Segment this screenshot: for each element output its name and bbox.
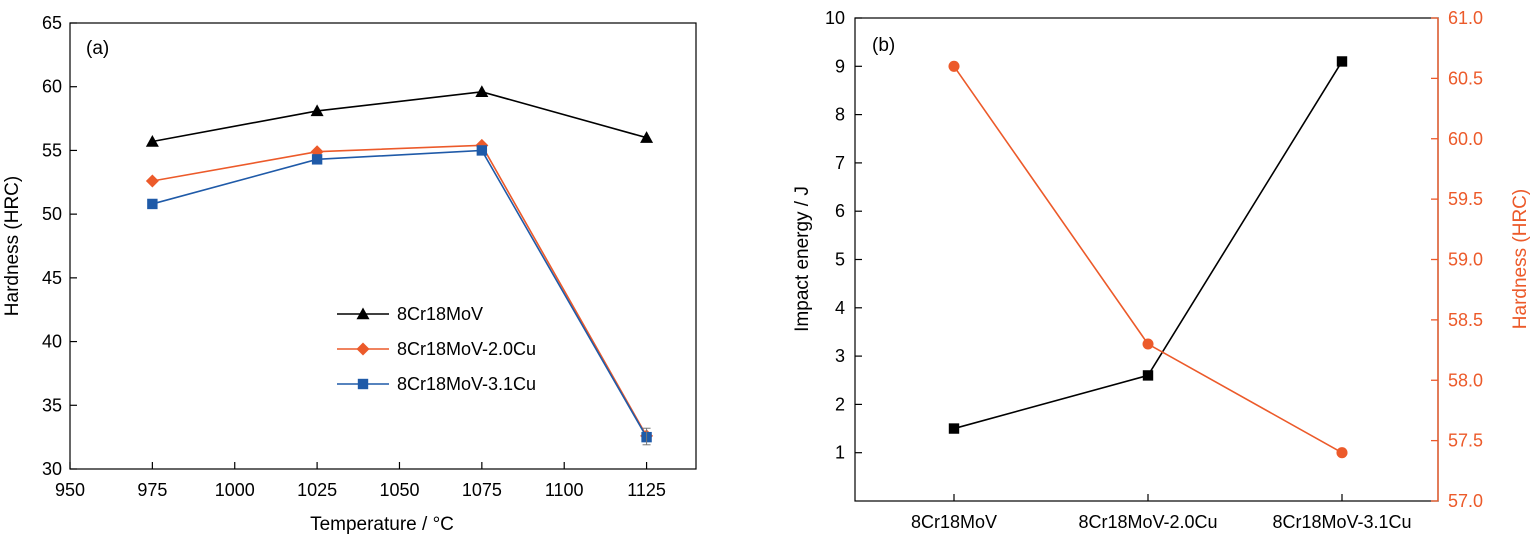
y-tick-label-b-left: 4 — [835, 298, 845, 318]
chart-panel-a: 950 975 1000 1025 1050 1075 1100 1125 30 35 40 45 50… — [2, 13, 697, 535]
data-point-b-right — [948, 60, 960, 72]
y-tick-label-b-right: 57.0 — [1448, 491, 1483, 511]
series-line-a-2 — [152, 144, 648, 437]
legend-marker-a-2 — [356, 342, 370, 356]
y-tick-label-b-right: 61.0 — [1448, 8, 1483, 28]
y-tick-label-a: 40 — [42, 332, 62, 352]
ticks-a: 950 975 1000 1025 1050 1075 1100 1125 30 35 40 45 50… — [42, 13, 666, 500]
data-point-a-3 — [147, 198, 158, 210]
x-tick-label-a: 1000 — [215, 480, 255, 500]
y-tick-label-a: 35 — [42, 395, 62, 415]
y-tick-label-a: 60 — [42, 77, 62, 97]
y-tick-label-b-right: 60.0 — [1448, 129, 1483, 149]
data-point-b-left — [1336, 56, 1348, 67]
panel-label-a: (a) — [86, 38, 109, 59]
y-axis-title-b-left: Impact energy / J — [792, 186, 813, 332]
data-point-b-right — [1336, 447, 1348, 459]
y-tick-label-b-right: 57.5 — [1448, 431, 1483, 451]
y-tick-label-a: 45 — [42, 268, 62, 288]
legend-label-a-1: 8Cr18MoV — [397, 304, 483, 324]
plot-frame-a — [69, 22, 697, 470]
x-tick-label-a: 1075 — [462, 480, 502, 500]
y-tick-label-b-right: 59.5 — [1448, 189, 1483, 209]
y-tick-label-b-left: 6 — [835, 201, 845, 221]
series-lines-b — [953, 61, 1343, 454]
x-tick-label-b: 8Cr18MoV-2.0Cu — [1078, 512, 1217, 532]
y-tick-label-b-left: 10 — [825, 8, 845, 28]
y-tick-label-b-left: 7 — [835, 153, 845, 173]
y-tick-label-b-right: 58.0 — [1448, 370, 1483, 390]
y-tick-label-b-left: 1 — [835, 443, 845, 463]
x-axis-title-a-unit: °C — [433, 514, 454, 535]
y-tick-label-a: 30 — [42, 459, 62, 479]
legend-a: 8Cr18MoV 8Cr18MoV-2.0Cu 8Cr18MoV-3.1Cu — [337, 304, 536, 394]
series-line-a-1 — [152, 90, 647, 143]
x-tick-label-b: 8Cr18MoV-3.1Cu — [1272, 512, 1411, 532]
x-tick-label-a: 1125 — [627, 480, 666, 500]
data-point-a-3 — [476, 145, 488, 156]
y-tick-label-a: 50 — [42, 204, 62, 224]
series-line-a-3 — [152, 149, 648, 438]
panel-label-b: (b) — [872, 35, 895, 56]
data-point-b-left — [948, 423, 960, 434]
y-tick-label-a: 55 — [42, 140, 62, 160]
x-tick-label-a: 975 — [137, 480, 167, 500]
y-tick-label-b-left: 3 — [835, 346, 845, 366]
data-point-a-2 — [145, 174, 159, 188]
x-tick-label-a: 950 — [55, 480, 85, 500]
y-axis-title-b-right: Hardness (HRC) — [1510, 189, 1531, 329]
series-lines-a — [152, 90, 648, 438]
y-tick-label-a: 65 — [42, 13, 62, 33]
y-tick-label-b-left: 9 — [835, 56, 845, 76]
x-tick-label-a: 1025 — [297, 480, 337, 500]
data-point-a-1 — [640, 131, 654, 143]
data-point-a-1 — [145, 135, 159, 147]
y-tick-label-b-right: 58.5 — [1448, 310, 1483, 330]
y-tick-label-b-left: 5 — [835, 250, 845, 270]
legend-label-a-2: 8Cr18MoV-2.0Cu — [397, 339, 536, 359]
x-axis-title-a: Temperature / °C — [310, 514, 454, 535]
series-markers-a — [145, 85, 654, 446]
legend-marker-a-3 — [357, 378, 369, 390]
x-axis-title-a-text: Temperature / — [310, 514, 433, 535]
x-tick-label-a: 1100 — [545, 480, 584, 500]
y-tick-label-b-right: 60.5 — [1448, 68, 1483, 88]
legend-label-a-3: 8Cr18MoV-3.1Cu — [397, 374, 536, 394]
data-point-a-3 — [311, 154, 323, 165]
x-tick-label-a: 1050 — [379, 480, 419, 500]
x-tick-label-b: 8Cr18MoV — [911, 512, 997, 532]
plot-frame-b — [854, 17, 1439, 502]
data-point-b-left — [1142, 370, 1154, 381]
chart-panel-b: 1 2 3 4 5 6 7 8 9 10 57.0 57.5 58.0 58.5 59.0 59.5 60.0 6… — [792, 8, 1531, 532]
data-point-b-right — [1142, 338, 1154, 350]
series-markers-b — [948, 56, 1348, 459]
data-point-a-1 — [475, 85, 489, 98]
y-tick-label-b-left: 2 — [835, 394, 845, 414]
series-line-b-right — [953, 65, 1343, 454]
data-point-a-1 — [310, 104, 324, 117]
y-tick-label-b-left: 8 — [835, 105, 845, 125]
y-tick-label-b-right: 59.0 — [1448, 250, 1483, 270]
y-axis-title-a: Hardness (HRC) — [2, 176, 23, 316]
legend-marker-a-1 — [356, 307, 370, 320]
ticks-b: 1 2 3 4 5 6 7 8 9 10 57.0 57.5 58.0 58.5 59.0 59.5 60.0 6… — [825, 8, 1483, 532]
